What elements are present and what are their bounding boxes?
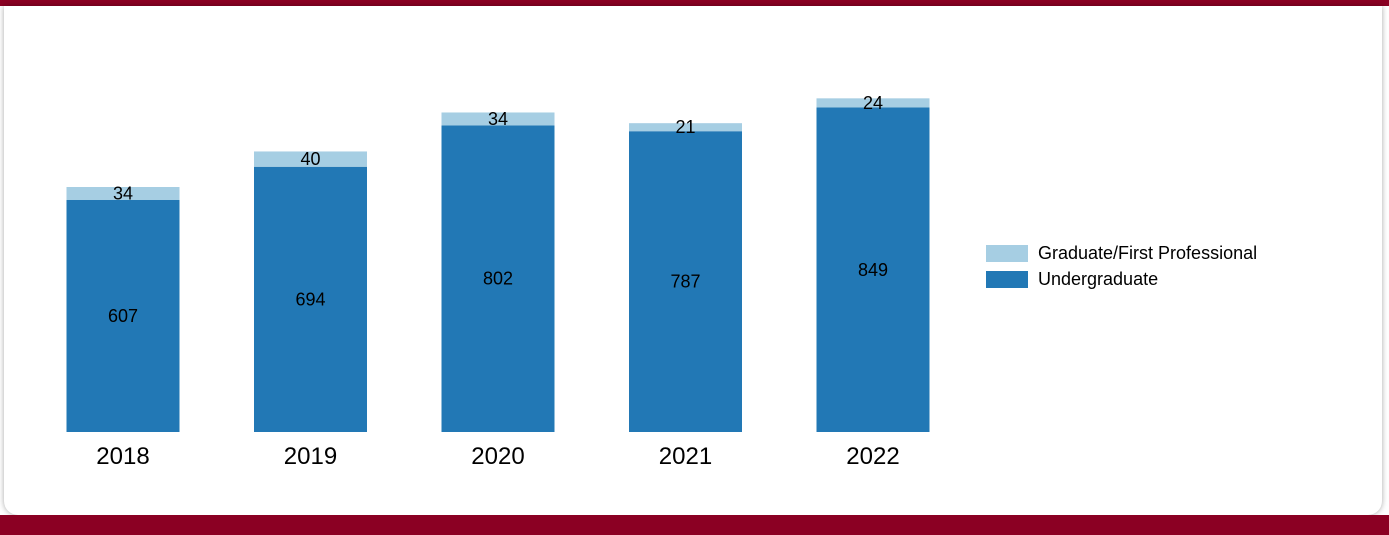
legend-item-undergraduate: Undergraduate <box>986 266 1257 292</box>
data-label-graduate-2019: 40 <box>300 149 320 169</box>
top-accent-band <box>0 0 1389 6</box>
legend: Graduate/First Professional Undergraduat… <box>986 240 1257 292</box>
bottom-accent-band <box>0 515 1389 535</box>
bar-graduate-2020 <box>441 112 555 126</box>
data-label-undergraduate-2021: 787 <box>670 272 700 292</box>
bar-graduate-2018 <box>66 187 180 200</box>
x-tick-label-2019: 2019 <box>284 443 337 470</box>
x-tick-label-2021: 2021 <box>659 443 712 470</box>
data-label-undergraduate-2018: 607 <box>108 306 138 326</box>
x-tick-label-2020: 2020 <box>471 443 524 470</box>
x-tick-label-2018: 2018 <box>96 443 149 470</box>
data-label-undergraduate-2019: 694 <box>295 289 325 309</box>
bar-undergraduate-2021 <box>629 131 742 432</box>
data-label-graduate-2018: 34 <box>113 184 133 204</box>
legend-swatch-undergraduate <box>986 270 1028 288</box>
bar-graduate-2021 <box>629 123 742 132</box>
bar-graduate-2022 <box>816 98 930 108</box>
legend-item-graduate: Graduate/First Professional <box>986 240 1257 266</box>
bar-undergraduate-2018 <box>66 200 180 432</box>
bar-graduate-2019 <box>254 151 367 167</box>
legend-swatch-graduate <box>986 244 1028 262</box>
legend-label-undergraduate: Undergraduate <box>1038 268 1159 289</box>
data-label-graduate-2020: 34 <box>488 109 508 129</box>
legend-label-graduate: Graduate/First Professional <box>1038 242 1258 263</box>
data-label-graduate-2022: 24 <box>863 93 883 113</box>
bar-undergraduate-2020 <box>441 125 555 433</box>
data-label-undergraduate-2022: 849 <box>858 260 888 280</box>
bar-undergraduate-2019 <box>254 166 367 433</box>
data-label-undergraduate-2020: 802 <box>483 269 513 289</box>
bar-undergraduate-2022 <box>816 107 930 432</box>
data-label-graduate-2021: 21 <box>675 117 695 137</box>
x-tick-label-2022: 2022 <box>846 443 899 470</box>
